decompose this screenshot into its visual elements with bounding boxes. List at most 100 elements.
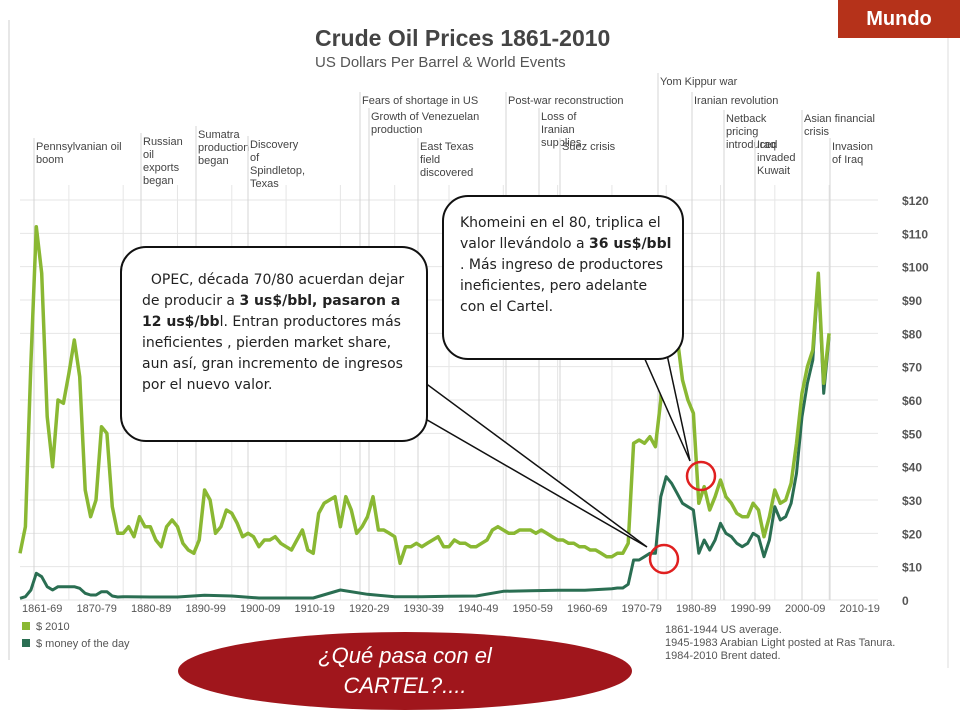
event-label-line: production	[371, 124, 422, 136]
y-tick-label: $120	[902, 194, 929, 208]
event-label-line: Invasion	[832, 141, 873, 153]
event-label-line: Post-war reconstruction	[508, 95, 624, 107]
event-label: Discovery of Spindletop, Texas	[250, 139, 305, 190]
legend-label-nominal: $ money of the day	[36, 638, 130, 650]
legend: $ 2010 $ money of the day	[22, 621, 130, 650]
x-tick-label: 1960-69	[567, 603, 607, 615]
source-note: 1861-1944 US average. 1945-1983 Arabian …	[665, 624, 895, 662]
event-label-line: field	[420, 154, 440, 166]
y-tick-label: $80	[902, 327, 922, 341]
y-tick-label: $100	[902, 261, 929, 275]
event-label-line: Loss of	[541, 111, 577, 123]
x-tick-label: 1970-79	[622, 603, 662, 615]
event-label-line: Sumatra	[198, 129, 240, 141]
event-label: Fears of shortage in US	[362, 95, 478, 107]
event-label: Post-war reconstruction	[508, 95, 624, 107]
x-tick-label: 2010-19	[840, 603, 880, 615]
event-label: Sumatra production began	[198, 129, 249, 167]
x-tick-label: 1990-99	[731, 603, 771, 615]
event-label-line: pricing	[726, 126, 758, 138]
event-label-line: boom	[36, 154, 64, 166]
source-note-line-2: 1945-1983 Arabian Light posted at Ras Ta…	[665, 637, 895, 649]
event-label-line: Kuwait	[757, 165, 790, 177]
y-tick-label: 0	[902, 594, 909, 608]
x-tick-label: 1940-49	[458, 603, 498, 615]
event-label-line: of Iraq	[832, 154, 863, 166]
x-tick-label: 2000-09	[785, 603, 825, 615]
event-label: Iraq invaded Kuwait	[757, 139, 796, 177]
callout-khomeini-text-2: . Más ingreso de productores ineficiente…	[460, 257, 664, 315]
event-label: Netback pricing introduced	[726, 113, 777, 151]
event-label-line: began	[143, 175, 174, 187]
event-label-line: Iraq	[757, 139, 776, 151]
callout-khomeini: Khomeini en el 80, triplica el valor lle…	[442, 195, 684, 360]
event-label-line: Discovery	[250, 139, 299, 151]
x-tick-label: 1920-29	[349, 603, 389, 615]
legend-label-2010: $ 2010	[36, 621, 70, 633]
event-label: Growth of Venezuelan production	[371, 111, 479, 136]
callout-opec-text-2: l. Entran productores más ineficientes ,…	[142, 314, 403, 393]
y-tick-label: $30	[902, 494, 922, 508]
event-label-line: supplies	[541, 137, 582, 149]
banner-line-2: CARTEL?....	[343, 673, 467, 698]
region-badge: Mundo	[838, 0, 960, 38]
event-label-line: Spindletop,	[250, 165, 305, 177]
event-label-line: crisis	[804, 126, 830, 138]
event-label-line: Iranian revolution	[694, 95, 778, 107]
event-label-line: exports	[143, 162, 180, 174]
event-label: Invasion of Iraq	[832, 141, 873, 166]
event-label-line: Growth of Venezuelan	[371, 111, 479, 123]
event-label-line: began	[198, 155, 229, 167]
highlight-circle-1973	[648, 543, 680, 575]
callout-khomeini-bold: 36 us$/bbl	[589, 236, 672, 252]
event-label-line: Fears of shortage in US	[362, 95, 478, 107]
event-label-line: oil	[143, 149, 154, 161]
event-label-line: discovered	[420, 167, 473, 179]
event-label-line: Russian	[143, 136, 183, 148]
y-tick-label: $10	[902, 561, 922, 575]
y-tick-label: $40	[902, 461, 922, 475]
callout-opec-text-1: OPEC, década 70/80 acuerdan dejar de pro…	[142, 272, 409, 309]
x-tick-label: 1910-19	[295, 603, 335, 615]
event-label-line: Iranian	[541, 124, 575, 136]
event-label: Loss of Iranian supplies	[541, 111, 582, 149]
legend-swatch-nominal	[22, 639, 30, 647]
x-tick-label: 1900-09	[240, 603, 280, 615]
event-label-line: Yom Kippur war	[660, 76, 738, 88]
event-label-line: of	[250, 152, 260, 164]
chart-subtitle: US Dollars Per Barrel & World Events	[315, 54, 566, 71]
series-layer	[18, 224, 831, 600]
banner-line-1: ¿Qué pasa con el	[318, 643, 492, 668]
x-tick-label: 1880-89	[131, 603, 171, 615]
event-label-line: introduced	[726, 139, 777, 151]
event-label-line: East Texas	[420, 141, 474, 153]
series-line-real-2010	[18, 224, 831, 566]
y-axis-ticks: $120$110$100$90$80$70$60$50$40$30$20$100	[902, 194, 929, 608]
event-label: Pennsylvanian oil boom	[36, 141, 122, 166]
highlight-circle-1980	[685, 460, 717, 492]
x-tick-label: 1950-59	[513, 603, 553, 615]
y-tick-label: $70	[902, 361, 922, 375]
event-label: East Texas field discovered	[420, 141, 474, 179]
event-label: Yom Kippur war	[660, 76, 738, 88]
x-tick-label: 1930-39	[404, 603, 444, 615]
x-tick-label: 1980-89	[676, 603, 716, 615]
event-label-line: Asian financial	[804, 113, 875, 125]
event-label-line: invaded	[757, 152, 796, 164]
x-tick-label: 1870-79	[77, 603, 117, 615]
callout-opec-bold: 3 us$/bbl, pasaron a 12 us$/bb	[142, 293, 401, 330]
callout-khomeini-text-1: Khomeini en el 80, triplica el valor lle…	[460, 215, 661, 252]
event-label-line: production	[198, 142, 249, 154]
y-tick-label: $20	[902, 527, 922, 541]
event-label: Iranian revolution	[694, 95, 778, 107]
source-note-line-3: 1984-2010 Brent dated.	[665, 650, 781, 662]
event-label-line: Pennsylvanian oil	[36, 141, 122, 153]
event-label: Russian oil exports began	[143, 136, 183, 187]
y-tick-label: $110	[902, 227, 928, 241]
event-label-line: Netback	[726, 113, 767, 125]
y-tick-label: $90	[902, 294, 922, 308]
event-label-line: Suez crisis	[562, 141, 616, 153]
source-note-line-1: 1861-1944 US average.	[665, 624, 782, 636]
event-label-line: Texas	[250, 178, 279, 190]
